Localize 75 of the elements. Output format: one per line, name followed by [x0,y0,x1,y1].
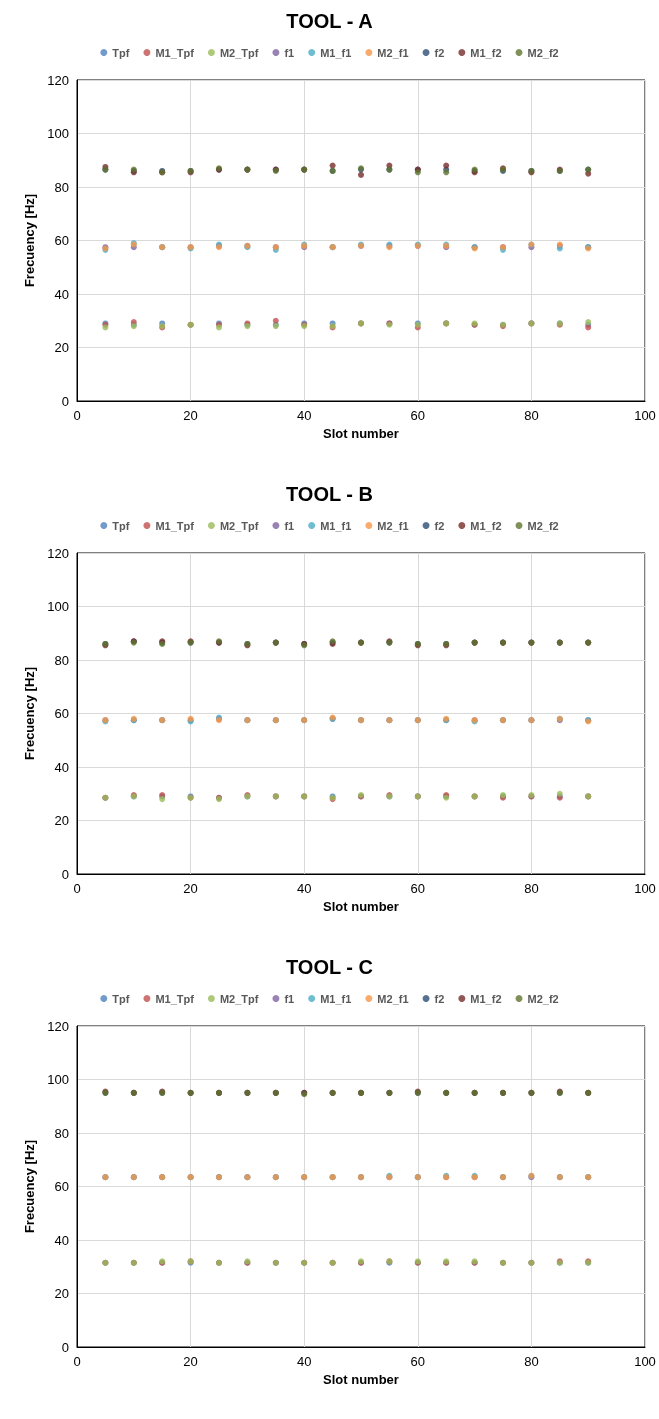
legend-label: M2_f1 [377,519,409,532]
y-tick-label: 120 [47,545,69,561]
legend-label: M1_f2 [470,992,502,1005]
x-tick-label: 40 [296,408,312,423]
x-axis-title: Slot number [323,426,399,441]
x-tick-label: 100 [634,881,656,896]
legend-label: M1_Tpf [155,992,195,1005]
y-tick-label: 40 [54,1232,69,1248]
y-tick-label: 120 [47,1018,69,1034]
legend-label: M2_f2 [527,992,559,1005]
legend-label: f1 [284,992,295,1005]
legend-label: Tpf [112,519,130,532]
y-tick-label: 60 [54,1179,69,1194]
x-tick-label: 0 [73,881,81,896]
y-tick-label: 80 [54,652,69,668]
chart-title: TOOL - C [285,956,374,978]
x-tick-label: 20 [183,1354,198,1369]
x-tick-label: 20 [183,881,198,896]
y-tick-label: 60 [54,233,69,248]
legend-label: M1_Tpf [155,519,195,532]
legend-label: M2_f2 [527,519,559,532]
legend-label: f1 [284,46,295,59]
legend-label: M1_f1 [320,46,352,59]
x-tick-label: 80 [524,408,539,423]
y-tick-label: 0 [61,866,69,882]
x-tick-label: 100 [634,408,656,423]
chart-title: TOOL - B [285,483,374,505]
y-axis-title: Frecuency [Hz] [22,193,38,288]
legend-label: M2_Tpf [219,46,259,59]
x-tick-label: 0 [73,408,81,423]
legend-label: f2 [434,46,445,59]
legend-label: M2_f1 [377,992,409,1005]
legend-label: Tpf [112,992,130,1005]
legend-label: M2_Tpf [219,519,259,532]
x-axis-title: Slot number [323,899,399,914]
y-tick-label: 40 [54,286,69,302]
y-tick-label: 100 [47,599,69,614]
legend-label: M2_f1 [377,46,409,59]
legend-label: M2_f2 [527,46,559,59]
legend-label: M1_f1 [320,519,352,532]
x-tick-label: 80 [524,881,539,896]
legend-label: M1_f2 [470,519,502,532]
legend-label: M1_Tpf [155,46,195,59]
y-tick-label: 100 [47,126,69,141]
x-tick-label: 20 [183,408,198,423]
y-tick-label: 0 [61,1339,69,1355]
y-tick-label: 20 [54,813,69,828]
x-tick-label: 40 [296,1354,312,1369]
legend-label: M1_f2 [470,46,502,59]
y-axis-title: Frecuency [Hz] [22,1139,38,1234]
legend-label: Tpf [112,46,130,59]
y-tick-label: 80 [54,1125,69,1141]
x-tick-label: 80 [524,1354,539,1369]
x-tick-label: 40 [296,881,312,896]
x-tick-label: 60 [410,408,426,423]
y-tick-label: 40 [54,759,69,775]
legend-label: M1_f1 [320,992,352,1005]
x-tick-label: 60 [410,881,426,896]
legend-label: M2_Tpf [219,992,259,1005]
legend-label: f2 [434,992,445,1005]
y-tick-label: 60 [54,706,69,721]
y-tick-label: 20 [54,1286,69,1301]
y-tick-label: 100 [47,1072,69,1087]
x-tick-label: 100 [634,1354,656,1369]
legend-label: f1 [284,519,295,532]
y-axis-title: Frecuency [Hz] [22,666,38,761]
y-tick-label: 80 [54,179,69,195]
x-tick-label: 60 [410,1354,426,1369]
y-tick-label: 20 [54,340,69,355]
chart-title: TOOL - A [286,10,373,32]
y-tick-label: 0 [61,393,69,409]
x-tick-label: 0 [73,1354,81,1369]
x-axis-title: Slot number [323,1372,399,1387]
legend-label: f2 [434,519,445,532]
y-tick-label: 120 [47,72,69,88]
